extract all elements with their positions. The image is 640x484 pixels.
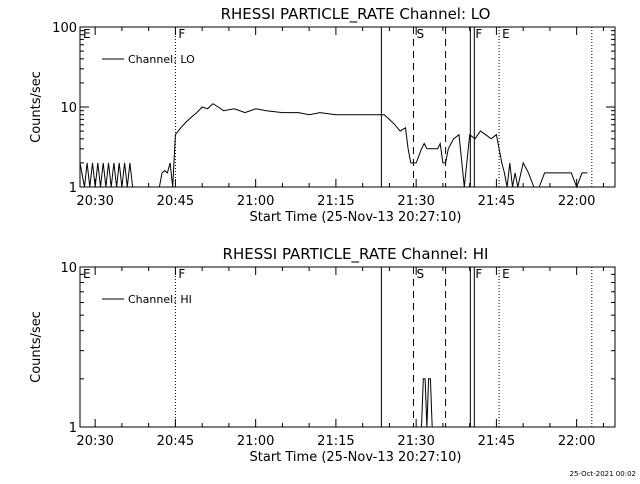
- x-tick-label: 21:30: [397, 434, 434, 449]
- marker-label: E: [83, 27, 91, 41]
- x-tick-label: 21:00: [237, 434, 274, 449]
- x-tick-label: 20:45: [157, 434, 194, 449]
- legend-label: Channel: HI: [128, 293, 192, 306]
- x-axis-label: Start Time (25-Nov-13 20:27:10): [250, 450, 462, 465]
- marker-label: E: [502, 267, 510, 281]
- y-tick-label: 1: [69, 181, 77, 196]
- y-axis-label: Counts/sec: [29, 311, 44, 383]
- chart-panel-1: RHESSI PARTICLE_RATE Channel: HI 1 10 20:30…: [29, 245, 616, 465]
- legend-label: Channel: LO: [128, 53, 195, 66]
- marker-label: E: [502, 27, 510, 41]
- marker-label: F: [475, 27, 482, 41]
- x-axis-label: Start Time (25-Nov-13 20:27:10): [250, 210, 462, 225]
- x-tick-label: 21:15: [317, 434, 354, 449]
- x-tick-label: 21:15: [317, 194, 354, 209]
- x-tick-label: 22:00: [558, 194, 595, 209]
- marker-label: F: [475, 267, 482, 281]
- x-tick-label: 21:45: [478, 194, 515, 209]
- x-tick-label: 22:00: [558, 434, 595, 449]
- x-tick-label: 21:00: [237, 194, 274, 209]
- x-tick-label: 20:30: [76, 434, 113, 449]
- plot-frame: [79, 266, 616, 428]
- y-tick-label: 100: [52, 21, 77, 36]
- chart-title: RHESSI PARTICLE_RATE Channel: HI: [223, 245, 489, 264]
- y-axis-label: Counts/sec: [29, 71, 44, 143]
- marker-label: F: [178, 267, 185, 281]
- marker-label: F: [178, 27, 185, 41]
- plot-frame: [79, 26, 616, 188]
- series-line: [79, 103, 588, 189]
- x-tick-label: 20:30: [76, 194, 113, 209]
- marker-label: S: [416, 27, 424, 41]
- chart-title: RHESSI PARTICLE_RATE Channel: LO: [221, 5, 491, 24]
- y-tick-label: 10: [60, 101, 77, 116]
- x-tick-label: 21:45: [478, 434, 515, 449]
- x-tick-label: 20:45: [157, 194, 194, 209]
- y-tick-label: 1: [69, 421, 77, 436]
- y-tick-label: 10: [60, 261, 77, 276]
- footer-date: 25-Oct-2021 00:02: [569, 470, 636, 478]
- chart-panel-0: RHESSI PARTICLE_RATE Channel: LO 1 10 100 20…: [29, 5, 616, 225]
- series-line: [421, 378, 434, 428]
- x-tick-label: 21:30: [397, 194, 434, 209]
- marker-label: S: [416, 267, 424, 281]
- marker-label: E: [83, 267, 91, 281]
